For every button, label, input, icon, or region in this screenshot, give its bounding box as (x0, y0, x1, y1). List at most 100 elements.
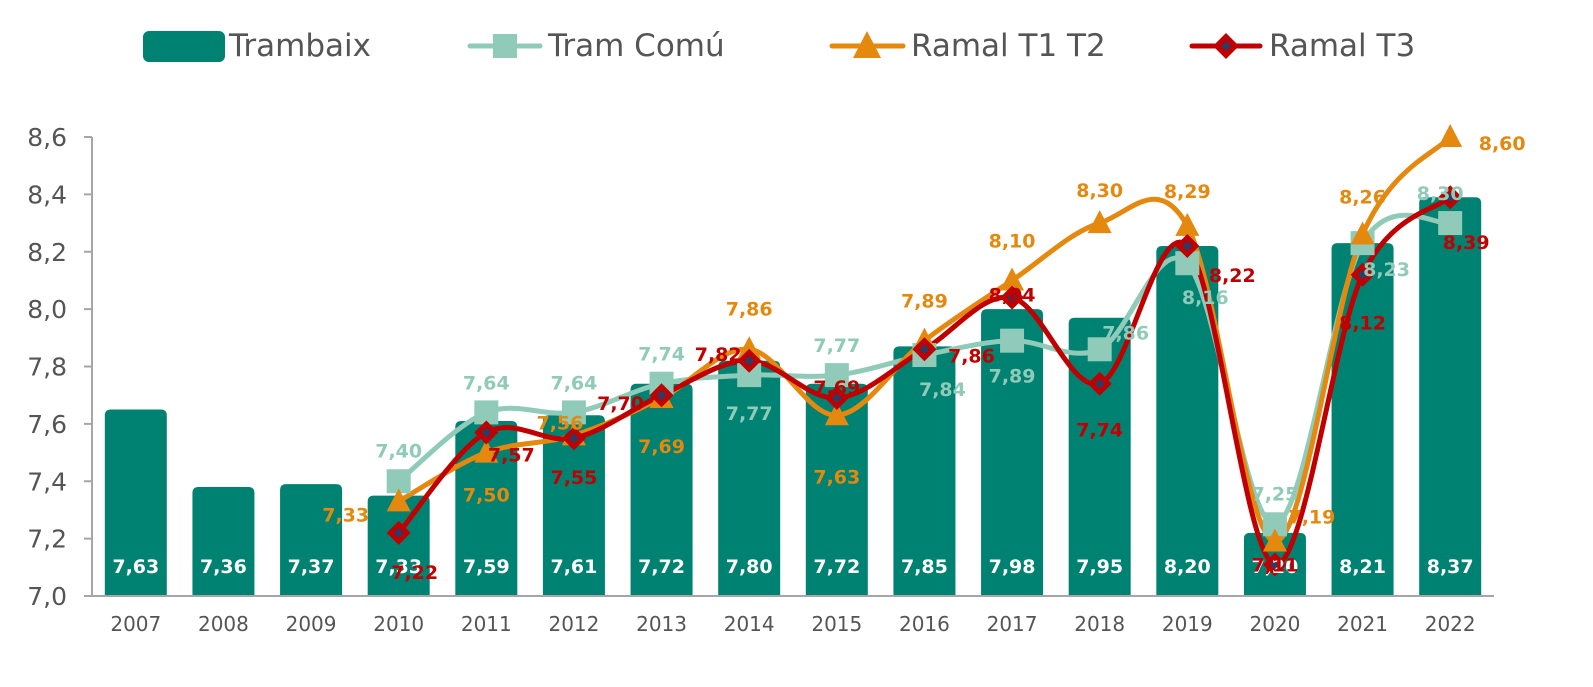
point-label-ramal-t1-t2: 8,60 (1479, 133, 1526, 155)
x-tick-label: 2021 (1337, 612, 1388, 636)
marker-ramal-t3-center (656, 390, 667, 401)
y-axis: 7,0 7,2 7,4 7,6 7,8 8,0 8,2 8,4 8,6 (27, 123, 93, 611)
x-tick-label: 2022 (1425, 612, 1476, 636)
y-tick-label: 8,6 (27, 123, 67, 152)
x-tick-label: 2012 (548, 612, 599, 636)
marker-ramal-t3-center (481, 427, 492, 438)
x-tick-label: 2019 (1162, 612, 1213, 636)
marker-ramal-t3-center (393, 527, 404, 538)
point-label-ramal-t1-t2: 7,86 (726, 298, 773, 320)
x-tick-label: 2010 (373, 612, 424, 636)
marker-tram-comu (824, 363, 849, 388)
y-tick-label: 7,6 (27, 410, 67, 439)
marker-ramal-t3-center (568, 433, 579, 444)
bar-trambaix (805, 383, 868, 596)
point-label-ramal-t3: 8,12 (1339, 313, 1386, 335)
marker-tram-comu (474, 400, 499, 425)
point-label-tram-comu: 7,25 (1251, 483, 1298, 505)
point-label-tram-comu: 7,64 (463, 372, 510, 394)
x-tick-label: 2018 (1074, 612, 1125, 636)
marker-ramal-t1-t2 (1262, 528, 1287, 552)
bar-labels: 7,63 7,36 7,37 7,33 7,59 7,61 7,72 7,80 7,72 7,85… (112, 556, 1473, 578)
marker-ramal-t1-t2 (1087, 210, 1112, 234)
point-label-ramal-t1-t2: 8,26 (1339, 187, 1386, 209)
point-label-ramal-t1-t2: 7,69 (638, 436, 685, 458)
point-label-ramal-t1-t2: 8,30 (1076, 180, 1123, 202)
point-label-ramal-t3: 7,55 (550, 467, 597, 489)
point-label-tram-comu: 8,23 (1363, 259, 1410, 281)
point-label-ramal-t1-t2: 8,29 (1164, 181, 1211, 203)
legend-marker-ramal-t3-center (1221, 41, 1231, 51)
bar-value-label: 7,20 (1251, 556, 1298, 578)
marker-tram-comu (561, 400, 586, 425)
bar-value-label: 7,72 (638, 556, 685, 578)
point-label-tram-comu: 7,86 (1102, 322, 1149, 344)
legend-marker-tram-comu (493, 34, 517, 58)
legend-swatch-trambaix (143, 31, 225, 62)
bar-value-label: 7,36 (200, 556, 247, 578)
bar-trambaix (104, 409, 167, 596)
y-tick-label: 7,0 (27, 582, 67, 611)
bar-value-label: 7,37 (288, 556, 335, 578)
point-label-ramal-t1-t2: 7,63 (813, 466, 860, 488)
marker-ramal-t1-t2 (474, 439, 499, 463)
bar-value-label: 7,85 (901, 556, 948, 578)
y-tick-label: 8,0 (27, 295, 67, 324)
bar-value-label: 8,37 (1427, 556, 1474, 578)
legend-label-ramal-t3: Ramal T3 (1269, 28, 1415, 64)
point-label-ramal-t3: 7,22 (391, 562, 438, 584)
marker-ramal-t3-center (1445, 192, 1456, 203)
y-tick-label: 8,4 (27, 180, 67, 209)
point-label-ramal-t3: 7,74 (1076, 420, 1123, 442)
point-label-ramal-t1-t2: 7,50 (463, 485, 510, 507)
y-tick-label: 7,8 (27, 353, 67, 382)
point-label-ramal-t3: 8,04 (989, 285, 1036, 307)
x-tick-label: 2008 (198, 612, 249, 636)
marker-ramal-t1-t2 (824, 402, 849, 426)
bar-trambaix (630, 383, 693, 596)
legend-label-tram-comu: Tram Comú (547, 28, 725, 64)
x-tick-label: 2007 (110, 612, 161, 636)
point-label-ramal-t1-t2: 7,89 (901, 291, 948, 313)
bar-value-label: 7,63 (112, 556, 159, 578)
point-label-ramal-t3: 7,82 (695, 344, 742, 366)
point-label-ramal-t1-t2: 7,33 (322, 504, 369, 526)
point-label-ramal-t1-t2: 7,56 (536, 412, 583, 434)
point-label-tram-comu: 7,77 (726, 403, 773, 425)
y-tick-label: 7,2 (27, 525, 67, 554)
marker-ramal-t3-center (744, 355, 755, 366)
bar-trambaix (542, 415, 605, 596)
marker-ramal-t3-center (1182, 241, 1193, 252)
point-label-ramal-t3: 7,70 (597, 393, 644, 415)
legend-label-trambaix: Trambaix (228, 28, 371, 64)
bar-value-label: 8,20 (1164, 556, 1211, 578)
marker-ramal-t3-center (1094, 378, 1105, 389)
bar-trambaix (1068, 317, 1131, 596)
marker-ramal-t1-t2 (1175, 212, 1200, 236)
bars (104, 197, 1482, 597)
point-label-ramal-t3: 7,57 (488, 444, 535, 466)
point-label-ramal-t3: 7,69 (813, 377, 860, 399)
point-label-ramal-t1-t2: 8,10 (989, 230, 1036, 252)
bar-trambaix (981, 309, 1044, 596)
point-label-tram-comu: 7,89 (989, 366, 1036, 388)
point-label-tram-comu: 7,74 (638, 344, 685, 366)
x-tick-label: 2020 (1249, 612, 1300, 636)
marker-ramal-t3-center (831, 393, 842, 404)
bar-trambaix (1331, 243, 1394, 597)
point-label-tram-comu: 7,77 (813, 335, 860, 357)
series-markers (386, 124, 1463, 577)
point-label-tram-comu: 7,84 (919, 379, 966, 401)
point-labels: 7,407,64 7,647,747,777,777,847,897,868,16… (322, 133, 1525, 584)
x-tick-label: 2011 (461, 612, 512, 636)
x-tick-label: 2017 (987, 612, 1038, 636)
marker-tram-comu (1087, 337, 1112, 362)
y-tick-label: 7,4 (27, 467, 67, 496)
marker-ramal-t3-center (1269, 559, 1280, 570)
bar-value-label: 7,80 (726, 556, 773, 578)
bar-trambaix (367, 495, 430, 596)
bar-value-label: 7,98 (989, 556, 1036, 578)
x-tick-label: 2009 (286, 612, 337, 636)
legend-label-ramal-t1-t2: Ramal T1 T2 (911, 28, 1106, 64)
